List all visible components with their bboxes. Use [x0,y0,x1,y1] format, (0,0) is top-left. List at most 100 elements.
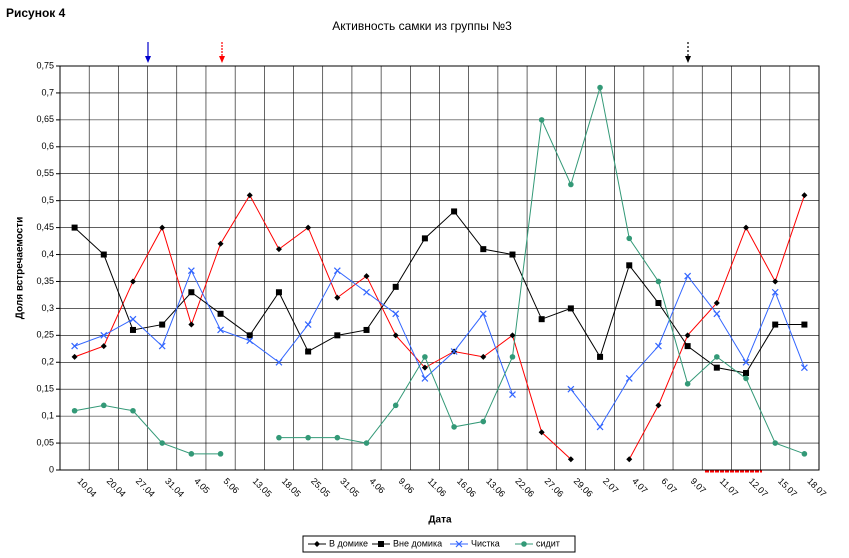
data-point [451,208,458,215]
x-tick-label: 13.06 [484,476,507,499]
data-point [743,375,749,382]
y-tick-label: 0 [49,464,54,474]
data-point [567,456,574,463]
x-tick-label: 16.06 [455,476,478,499]
data-point [800,364,808,372]
data-point [480,353,487,360]
data-point [333,267,341,275]
x-tick-label: 15.07 [776,476,799,499]
x-tick-label: 13.05 [251,476,274,499]
y-tick-label: 0,4 [41,249,54,259]
legend-label: В домике [329,538,368,548]
data-point [626,456,633,463]
figure-label: Рисунок 4 [6,6,66,20]
series-line [74,210,805,374]
data-point [159,224,166,231]
y-tick-label: 0,2 [41,357,54,367]
legend-marker [521,541,527,547]
arrow-head [685,56,691,63]
y-tick-label: 0,1 [41,411,54,421]
data-point [742,358,750,366]
legend-marker [314,541,320,547]
y-tick-label: 0,55 [36,168,54,178]
data-point [217,240,224,247]
data-point [772,440,779,446]
data-point [188,451,195,457]
data-point [772,321,779,328]
data-point [392,332,399,339]
data-point [275,289,282,296]
data-point [684,332,691,339]
y-tick-label: 0,45 [36,222,54,232]
data-point [625,375,633,382]
data-point [100,331,108,339]
data-point [363,326,370,333]
data-point [246,192,253,199]
x-tick-label: 20.04 [105,476,128,499]
data-point [159,440,165,446]
data-point [217,310,224,317]
data-point [305,434,311,441]
data-point [71,224,78,231]
x-tick-label: 31.05 [338,476,361,499]
annotation-arrows [145,42,762,473]
data-point [363,288,370,296]
data-point [158,342,166,350]
arrow-head [145,56,151,63]
arrow-head [219,56,225,63]
y-tick-label: 0,65 [36,114,54,124]
x-tick-label: 12.07 [747,476,770,499]
data-point [713,300,720,307]
data-point [71,342,79,350]
data-point [363,273,370,280]
data-point [538,429,545,436]
x-tick-label: 9.07 [689,476,708,495]
legend-box [302,535,576,553]
data-point [450,348,458,355]
x-tick-label: 4.05 [192,476,211,495]
data-point [567,305,574,312]
data-point [188,289,195,296]
data-point [246,337,254,345]
chart-title: Активность самки из группы №3 [332,19,512,33]
data-point [334,434,341,441]
y-tick-label: 0,3 [41,303,54,313]
data-point [217,451,224,457]
y-tick-label: 0,7 [41,87,54,97]
x-tick-label: 18.05 [280,476,303,499]
y-tick-label: 0,15 [36,384,54,394]
data-point [422,354,428,360]
data-point [743,224,750,231]
data-point [509,332,516,339]
x-tick-label: 9.06 [397,476,416,495]
data-point [567,385,575,393]
data-point [129,315,137,323]
data-point [655,402,662,409]
y-tick-label: 0,25 [36,330,54,340]
x-tick-label: 4.06 [367,476,386,495]
x-tick-label: 27.06 [543,476,566,499]
data-point [451,424,457,430]
x-tick-label: 10.04 [76,476,99,499]
data-point [684,343,691,350]
x-tick-label: 18.07 [805,476,828,499]
data-point [159,321,166,328]
data-point [684,381,691,387]
x-tick-label: 5.06 [221,476,240,495]
data-point [71,353,78,360]
x-tick-label: 2.07 [601,476,620,495]
data-point [304,321,312,328]
data-point [509,251,516,258]
y-tick-label: 0,75 [36,60,54,70]
data-point [100,402,107,409]
legend-label: сидит [536,538,560,548]
data-point [714,354,720,360]
data-point [246,332,253,339]
data-point [684,272,692,280]
data-point [597,84,603,91]
x-tick-label: 6.07 [659,476,678,495]
data-point [421,364,428,371]
y-tick-label: 0,5 [41,195,54,205]
data-point [305,224,312,231]
